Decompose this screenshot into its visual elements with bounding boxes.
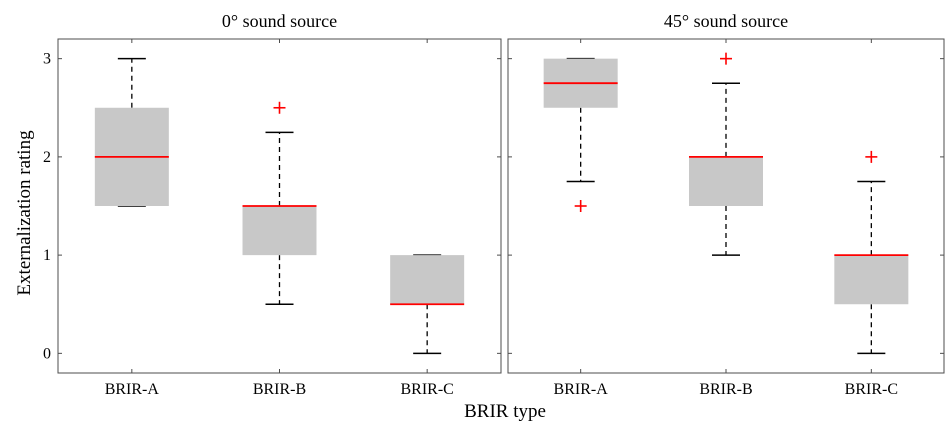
x-tick-label: BRIR-B (699, 381, 752, 398)
box-brir-a (543, 57, 618, 212)
x-tick-label: BRIR-A (105, 381, 160, 398)
iqr-box (689, 156, 763, 206)
panel-1: 0° sound source 0 1 2 3 BRIR-A BRIR-B BRIR-C (43, 11, 502, 398)
y-tick-label: 2 (43, 149, 51, 166)
y-tick-label: 1 (43, 247, 51, 264)
box-brir-b (242, 101, 317, 305)
outlier-marker (273, 101, 286, 114)
box-brir-b (689, 52, 763, 256)
y-tick-label: 0 (43, 345, 51, 362)
x-tick-label: BRIR-C (845, 381, 898, 398)
x-tick-label: BRIR-B (253, 381, 306, 398)
panel-title: 0° sound source (222, 11, 337, 31)
y-tick-label: 3 (43, 51, 51, 68)
iqr-box (242, 206, 317, 256)
outlier-marker (865, 150, 878, 163)
y-axis-title: Externalization rating (14, 130, 35, 296)
x-tick-label: BRIR-C (400, 381, 453, 398)
outlier-marker (720, 52, 732, 65)
iqr-box (834, 255, 909, 305)
x-axis-title: BRIR type (464, 401, 546, 422)
x-tick-label: BRIR-A (554, 381, 609, 398)
outlier-marker (574, 200, 587, 212)
box-brir-c (390, 254, 465, 355)
box-brir-a (94, 57, 169, 207)
box-brir-c (834, 150, 909, 355)
panel-2: 45° sound source BRIR-A BRIR-B BRIR-C (507, 11, 945, 398)
iqr-box (390, 255, 465, 305)
panel-title: 45° sound source (664, 11, 788, 31)
